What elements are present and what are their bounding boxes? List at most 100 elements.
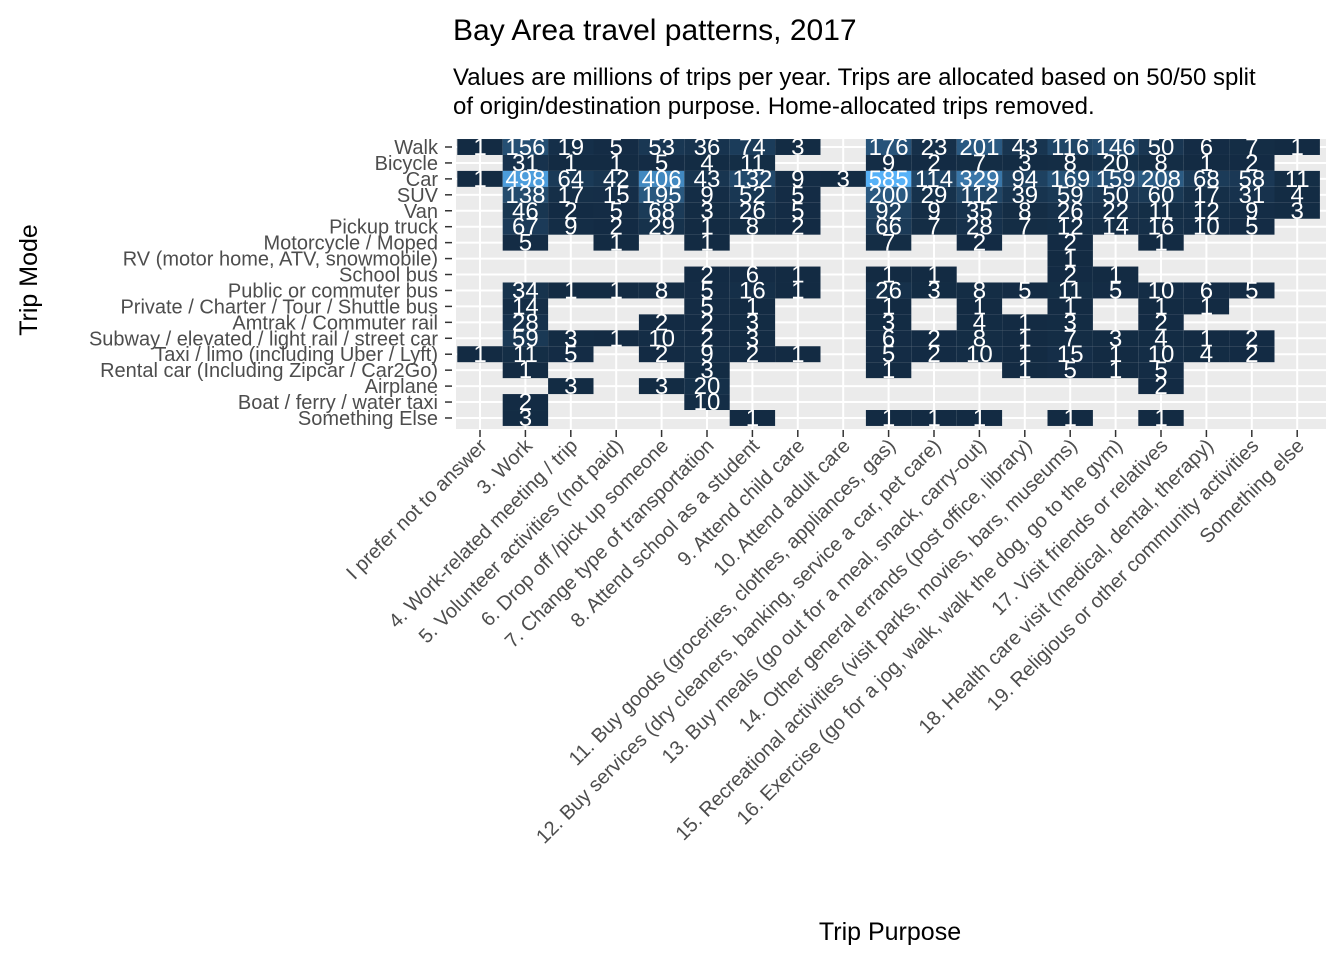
cell-value-label: 17 [1193, 182, 1220, 209]
heatmap-cell [1047, 154, 1093, 171]
heatmap-cell [865, 298, 912, 315]
heatmap-cell [956, 154, 1003, 171]
heatmap-cell [684, 218, 730, 235]
heatmap-cell [1229, 186, 1275, 203]
cell-value-label: 1 [1154, 230, 1167, 257]
cell-value-label: 201 [959, 134, 999, 161]
cell-value-label: 1 [473, 166, 486, 193]
heatmap-cell [911, 330, 957, 347]
cell-value-label: 26 [739, 198, 766, 225]
cell-value-label: 1 [1064, 405, 1077, 432]
cell-value-label: 59 [1057, 182, 1084, 209]
heatmap-cell [638, 378, 685, 395]
cell-value-label: 1 [927, 262, 940, 289]
cell-value-label: 2 [1245, 150, 1258, 177]
heatmap-cell [729, 298, 776, 315]
heatmap-cell [956, 186, 1003, 203]
cell-value-label: 329 [959, 166, 999, 193]
cell-value-label: 1 [882, 293, 895, 320]
heatmap-cell [638, 186, 685, 203]
cell-value-label: 2 [927, 325, 940, 352]
cell-value-label: 1 [746, 405, 759, 432]
heatmap-cell [911, 170, 957, 187]
cell-value-label: 10 [966, 341, 993, 368]
heatmap-cell [457, 170, 503, 187]
heatmap-cell [956, 282, 1003, 299]
cell-value-label: 1 [1064, 246, 1077, 273]
heatmap-cell [684, 266, 730, 283]
heatmap-cell [502, 218, 549, 235]
heatmap-cell [911, 202, 957, 219]
heatmap-cell [1138, 234, 1184, 251]
cell-value-label: 1 [1154, 293, 1167, 320]
cell-value-label: 7 [882, 230, 895, 257]
heatmap-cell [638, 346, 685, 363]
heatmap-cell [729, 410, 776, 426]
heatmap-cell [729, 330, 776, 347]
heatmap-cell [1047, 218, 1093, 235]
cell-value-label: 35 [966, 198, 993, 225]
cell-value-label: 5 [700, 293, 713, 320]
heatmap-cell [1092, 330, 1139, 347]
cell-value-label: 3 [655, 373, 668, 400]
cell-value-label: 2 [519, 389, 532, 416]
cell-value-label: 2 [791, 214, 804, 241]
heatmap-cell [1047, 282, 1093, 299]
heatmap-cell [1002, 362, 1048, 379]
cell-value-label: 3 [1018, 150, 1031, 177]
cell-value-label: 20 [694, 373, 721, 400]
heatmap-cell [502, 330, 549, 347]
x-axis-title: Trip Purpose [819, 918, 961, 946]
heatmap-cell [1274, 202, 1320, 219]
heatmap-cell [1183, 186, 1230, 203]
heatmap-cell [502, 202, 549, 219]
cell-value-label: 4 [1291, 182, 1304, 209]
heatmap-cell [1183, 218, 1230, 235]
cell-value-label: 3 [564, 325, 577, 352]
cell-value-label: 5 [519, 230, 532, 257]
cell-value-label: 4 [1200, 341, 1213, 368]
heatmap-cell [502, 298, 549, 315]
cell-value-label: 22 [1102, 198, 1129, 225]
cell-value-label: 11 [740, 150, 765, 177]
heatmap-cell [1138, 170, 1184, 187]
heatmap-cell [548, 346, 594, 363]
cell-value-label: 1 [882, 405, 895, 432]
cell-value-label: 5 [1154, 357, 1167, 384]
heatmap-cell [638, 202, 685, 219]
heatmap-cell [729, 139, 776, 155]
heatmap-cell [1092, 346, 1139, 363]
cell-value-label: 1 [882, 357, 895, 384]
heatmap-cell [1229, 282, 1275, 299]
heatmap-cell [1138, 362, 1184, 379]
heatmap-cell [548, 378, 594, 395]
cell-value-label: 8 [1018, 198, 1031, 225]
heatmap-cell [1229, 330, 1275, 347]
cell-value-label: 5 [1064, 357, 1077, 384]
cell-value-label: 50 [1102, 182, 1129, 209]
cell-value-label: 11 [513, 341, 538, 368]
heatmap-cell [638, 170, 685, 187]
cell-value-label: 11 [1058, 277, 1083, 304]
heatmap-cell [1002, 346, 1048, 363]
heatmap-cell [775, 202, 821, 219]
heatmap-cell [1183, 139, 1230, 155]
cell-value-label: 8 [973, 277, 986, 304]
heatmap-cell [1138, 202, 1184, 219]
heatmap-cell [548, 202, 594, 219]
heatmap-cell [775, 346, 821, 363]
cell-value-label: 1 [746, 293, 759, 320]
heatmap-cell [593, 234, 639, 251]
heatmap-cell [1138, 186, 1184, 203]
heatmap-cell [502, 170, 549, 187]
cell-value-label: 2 [1154, 373, 1167, 400]
cell-value-label: 2 [655, 309, 668, 336]
heatmap-cell [911, 282, 957, 299]
heatmap-cell [956, 346, 1003, 363]
y-axis-title: Trip Mode [15, 224, 43, 336]
chart-subtitle-line-2: of origin/destination purpose. Home-allo… [453, 93, 1095, 120]
heatmap-cell [548, 139, 594, 155]
heatmap-cell [548, 154, 594, 171]
heatmap-cell [1047, 234, 1093, 251]
